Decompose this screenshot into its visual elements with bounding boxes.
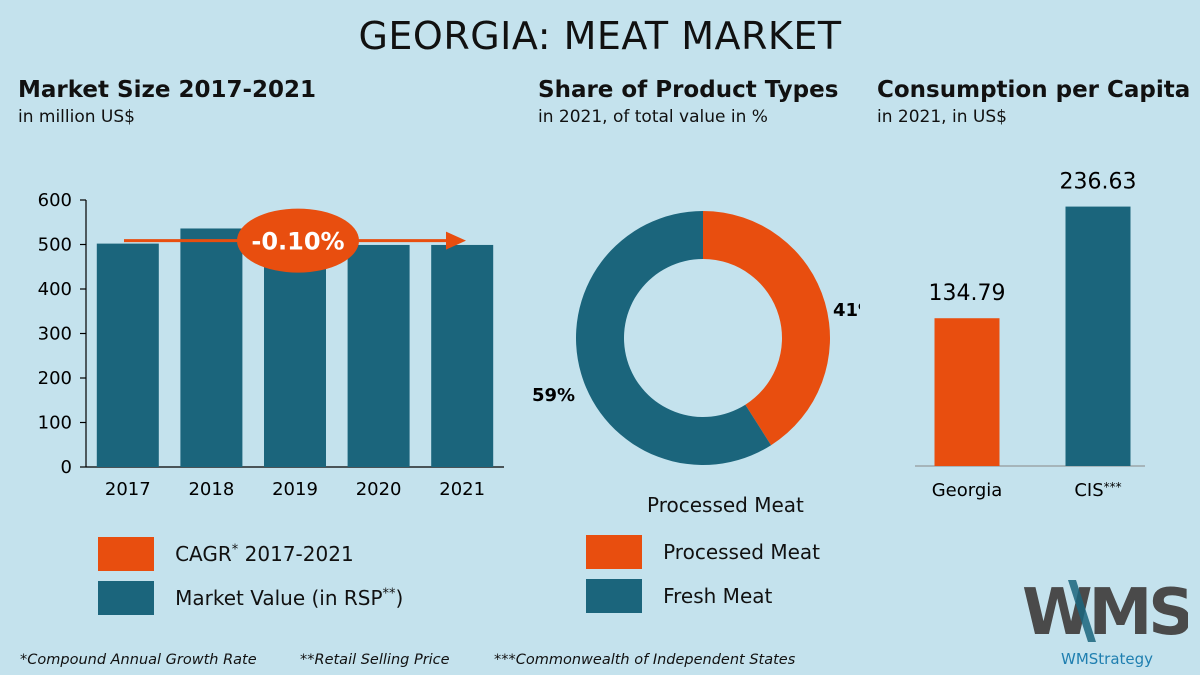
- x-tick-label-georgia: Georgia: [932, 480, 1003, 501]
- logo-text: WMS: [1022, 576, 1188, 650]
- market-size-title: Market Size 2017-2021: [18, 77, 317, 103]
- y-tick-label: 200: [38, 368, 72, 389]
- legend-cagr-label: CAGR* 2017-2021: [175, 542, 354, 566]
- market-size-subtitle: in million US$: [18, 107, 135, 127]
- y-tick-label: 600: [38, 190, 72, 211]
- y-tick-label: 300: [38, 324, 72, 345]
- consumption-header: Consumption per Capita in 2021, in US$: [877, 77, 1190, 127]
- share-title: Share of Product Types: [538, 77, 839, 103]
- bar-2018: [180, 228, 243, 467]
- slice-processed-meat: [703, 211, 830, 446]
- wms-logo: WMS WMStrategy: [1022, 576, 1188, 668]
- bar-2020: [347, 244, 410, 467]
- legend-market-value-swatch: [98, 581, 154, 615]
- x-tick-label: 2021: [439, 479, 485, 500]
- legend-processed-label: Processed Meat: [663, 540, 820, 564]
- bar-georgia: [934, 318, 1000, 466]
- market-size-header: Market Size 2017-2021 in million US$: [18, 77, 316, 127]
- legend-fresh-label: Fresh Meat: [663, 584, 773, 608]
- value-label-georgia: 134.79: [929, 281, 1006, 306]
- y-tick-label: 0: [61, 457, 72, 478]
- legend-market-value: Market Value (in RSP**): [98, 581, 403, 615]
- x-tick-label: 2018: [188, 479, 234, 500]
- x-tick-label: 2017: [105, 479, 151, 500]
- consumption-title: Consumption per Capita: [877, 77, 1191, 103]
- bar-cis: [1065, 206, 1131, 466]
- x-tick-label: 2020: [356, 479, 402, 500]
- slice-label-processed: 41%: [833, 300, 860, 321]
- consumption-subtitle: in 2021, in US$: [877, 107, 1007, 127]
- bar-2021: [431, 244, 494, 467]
- legend-fresh: Fresh Meat: [586, 579, 772, 613]
- market-size-chart: 0 100 200 300 400 500 600 2017 2018 2019 2020 2021 -…: [38, 190, 504, 500]
- slice-fresh-meat: [575, 210, 772, 466]
- share-subtitle: in 2021, of total value in %: [538, 107, 768, 127]
- share-under-label: Processed Meat: [647, 493, 804, 517]
- x-tick-label-cis: CIS***: [1074, 480, 1121, 501]
- legend-market-value-label: Market Value (in RSP**): [175, 586, 404, 610]
- footnote-cagr: *Compound Annual Growth Rate: [20, 652, 257, 668]
- page-title: GEORGIA: MEAT MARKET: [358, 14, 842, 58]
- footnote-rsp: **Retail Selling Price: [300, 652, 450, 668]
- share-header: Share of Product Types in 2021, of total…: [538, 77, 838, 127]
- bar-2019: [264, 247, 326, 467]
- y-tick-label: 400: [38, 279, 72, 300]
- share-donut-chart: 41% 59%: [532, 210, 860, 466]
- slice-label-fresh: 59%: [532, 385, 575, 406]
- footnote-cis: ***Commonwealth of Independent States: [494, 652, 796, 668]
- legend-processed: Processed Meat: [586, 535, 820, 569]
- cagr-value: -0.10%: [251, 228, 344, 256]
- cagr-badge: [237, 208, 359, 273]
- bar-2017: [96, 243, 159, 467]
- y-tick-label: 100: [38, 413, 72, 434]
- x-tick-label: 2019: [272, 479, 318, 500]
- legend-fresh-swatch: [586, 579, 642, 613]
- consumption-chart: 134.79 Georgia 236.63 CIS***: [915, 170, 1145, 501]
- logo-caption: WMStrategy: [1061, 650, 1153, 668]
- logo-accent: [1068, 580, 1096, 642]
- value-label-cis: 236.63: [1060, 170, 1137, 195]
- cagr-arrow-head: [446, 231, 466, 250]
- legend-cagr: CAGR* 2017-2021: [98, 537, 354, 571]
- legend-processed-swatch: [586, 535, 642, 569]
- y-tick-label: 500: [38, 235, 72, 256]
- legend-cagr-swatch: [98, 537, 154, 571]
